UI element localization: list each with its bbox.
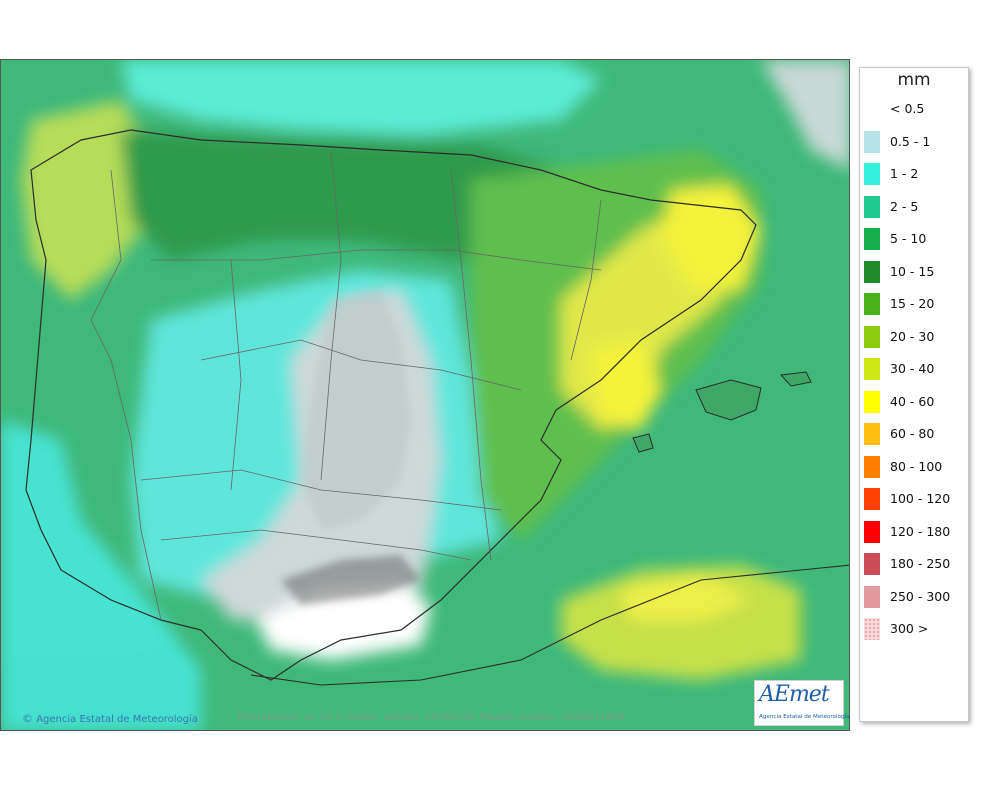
coastline-outline xyxy=(25,129,757,681)
legend-swatch xyxy=(864,553,880,575)
legend-label: 2 - 5 xyxy=(890,198,919,214)
map-caption: Precipitación en 24 h media. Validez: 20… xyxy=(237,712,626,723)
legend-item: 30 - 40 xyxy=(860,358,968,380)
copyright-text: Agencia Estatal de Meteorología xyxy=(36,714,198,725)
legend-item: < 0.5 xyxy=(860,98,968,120)
relief-shading xyxy=(281,290,421,605)
legend-item: 10 - 15 xyxy=(860,260,968,283)
legend-swatch xyxy=(864,618,880,640)
legend-item: 40 - 60 xyxy=(860,390,968,413)
legend-label: 30 - 40 xyxy=(890,361,935,376)
copyright-symbol: © xyxy=(22,712,33,725)
legend-swatch xyxy=(864,358,880,380)
legend-label: 15 - 20 xyxy=(890,296,935,311)
legend-label: 180 - 250 xyxy=(890,556,951,571)
legend-swatch xyxy=(864,423,880,445)
field-alboran-max xyxy=(621,575,751,620)
legend-swatch xyxy=(864,325,880,348)
field-sw-ocean xyxy=(1,650,201,730)
legend-item: 5 - 10 xyxy=(860,228,968,250)
legend-label: 80 - 100 xyxy=(890,458,943,474)
legend-swatch xyxy=(864,520,880,543)
legend-swatch xyxy=(864,390,880,413)
field-valencia-max xyxy=(591,340,661,430)
legend-label: 10 - 15 xyxy=(890,263,935,279)
legend-label: 120 - 180 xyxy=(890,523,951,539)
legend-item: 2 - 5 xyxy=(860,195,968,218)
legend-item: 300 > xyxy=(860,618,968,640)
field-white-south xyxy=(256,585,431,660)
legend-label: 100 - 120 xyxy=(890,491,951,506)
legend-label: < 0.5 xyxy=(890,101,925,116)
legend-label: 5 - 10 xyxy=(890,231,927,246)
field-alboran xyxy=(561,565,801,680)
legend-swatch xyxy=(864,293,880,315)
legend-label: 0.5 - 1 xyxy=(890,133,931,149)
legend-item: 20 - 30 xyxy=(860,325,968,348)
legend-label: 40 - 60 xyxy=(890,393,935,409)
legend-swatch xyxy=(864,585,880,608)
legend-item: 250 - 300 xyxy=(860,585,968,608)
legend-label: 250 - 300 xyxy=(890,588,951,604)
legend-label: 20 - 30 xyxy=(890,328,935,344)
legend-item: 80 - 100 xyxy=(860,455,968,478)
legend-swatch xyxy=(864,195,880,218)
legend-label: 1 - 2 xyxy=(890,166,919,181)
legend-title: mm xyxy=(897,70,931,90)
aemet-logo: AEmet Agencia Estatal de Meteorología xyxy=(754,680,849,726)
field-galicia xyxy=(21,100,151,300)
copyright-notice: © Agencia Estatal de Meteorología xyxy=(22,712,198,725)
field-ne-corner xyxy=(761,60,849,169)
logo-subtitle: Agencia Estatal de Meteorología xyxy=(759,714,850,720)
legend-item: 60 - 80 xyxy=(860,423,968,445)
legend-panel: mm < 0.5 0.5 - 1 1 - 2 2 - 5 5 - 10 10 - 15 15… xyxy=(859,67,969,722)
field-biscay xyxy=(121,60,601,135)
legend-item: 100 - 120 xyxy=(860,488,968,510)
field-catalonia-max xyxy=(661,185,761,290)
africa-coast xyxy=(250,564,849,686)
admin-borders xyxy=(90,149,602,621)
legend-swatch xyxy=(864,130,880,153)
legend-item: 120 - 180 xyxy=(860,520,968,543)
legend-swatch xyxy=(864,260,880,283)
legend-swatch xyxy=(864,163,880,185)
relief-sierra-nevada xyxy=(281,555,421,605)
legend-item: 15 - 20 xyxy=(860,293,968,315)
legend-swatch xyxy=(864,488,880,510)
precipitation-map xyxy=(0,59,850,731)
legend-label: 300 > xyxy=(890,621,929,636)
legend-swatch xyxy=(864,228,880,250)
legend-item: 180 - 250 xyxy=(860,553,968,575)
legend-item: 1 - 2 xyxy=(860,163,968,185)
logo-word: AEmet xyxy=(759,682,830,707)
legend-label: 60 - 80 xyxy=(890,426,935,441)
map-canvas xyxy=(1,60,849,730)
legend-item: 0.5 - 1 xyxy=(860,130,968,153)
legend-swatch xyxy=(864,455,880,478)
balearic-islands xyxy=(632,371,812,453)
relief-center xyxy=(301,290,411,530)
